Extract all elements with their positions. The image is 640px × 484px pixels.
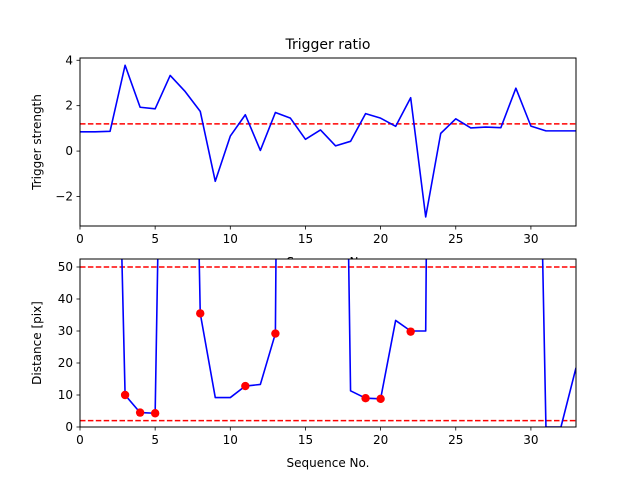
data-point-marker <box>241 381 250 391</box>
x-axis-label: Sequence No. <box>287 456 370 470</box>
y-tick-label: 0 <box>65 420 73 434</box>
data-point-marker <box>196 309 205 318</box>
y-tick-label: 4 <box>65 53 73 67</box>
x-tick-label: 0 <box>76 232 84 246</box>
y-tick-label: 0 <box>65 144 73 158</box>
plot-area-background <box>80 259 576 427</box>
y-tick-label: 10 <box>58 388 73 402</box>
data-point-marker <box>376 394 385 404</box>
chart-title: Trigger ratio <box>284 37 370 53</box>
x-tick-label: 20 <box>373 433 388 447</box>
data-point-marker <box>120 390 130 400</box>
data-point-marker <box>135 408 145 417</box>
plot-frame <box>79 57 577 227</box>
data-point-marker <box>361 394 370 403</box>
x-tick-label: 15 <box>298 433 313 447</box>
data-point-marker <box>150 409 160 418</box>
x-tick-label: 0 <box>76 433 84 447</box>
y-tick-label: −2 <box>55 189 73 203</box>
x-tick-label: 15 <box>298 232 313 246</box>
x-tick-label: 10 <box>223 232 238 246</box>
x-tick-label: 25 <box>448 232 463 246</box>
plot-area-background <box>80 58 576 226</box>
y-tick-label: 2 <box>65 99 73 113</box>
x-tick-label: 30 <box>523 232 538 246</box>
x-tick-label: 10 <box>223 433 238 447</box>
x-tick-label: 25 <box>448 433 463 447</box>
plot-frame <box>79 258 577 428</box>
data-point-marker <box>406 327 415 336</box>
series-line <box>80 64 576 218</box>
x-tick-label: 20 <box>373 232 388 246</box>
y-axis-label: Trigger strength <box>30 94 44 191</box>
y-tick-label: 20 <box>58 356 73 370</box>
y-axis-label: Distance [pix] <box>30 301 44 385</box>
y-tick-label: 40 <box>58 292 73 306</box>
distance-panel: 0 5 10 15 20 25 30 0 10 20 30 40 50 Sequence No. Dis… <box>30 258 577 470</box>
y-tick-label: 30 <box>58 324 73 338</box>
y-tick-label: 50 <box>58 260 73 274</box>
data-point-marker <box>271 329 280 338</box>
x-tick-label: 5 <box>151 232 159 246</box>
x-tick-label: 30 <box>523 433 538 447</box>
x-tick-label: 5 <box>151 433 159 447</box>
